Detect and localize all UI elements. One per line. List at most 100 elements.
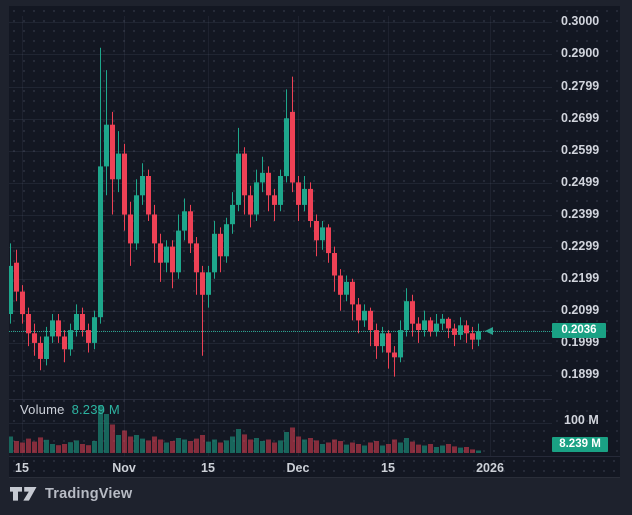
time-scale[interactable]: 15 Nov 15 Dec 15 2026 [9,456,620,478]
volume-bar [428,444,433,453]
volume-bar [242,434,247,453]
candle-body [86,330,91,343]
candle-body [50,320,55,337]
candle-body [182,211,187,231]
volume-bar [224,440,229,453]
horizontal-gridline [9,215,552,216]
volume-bar [9,436,13,453]
volume-legend: Volume 8.239 M [20,402,120,417]
candle-body [9,265,13,314]
candle-body [320,227,325,241]
price-axis-label: 0.2099 [561,303,600,317]
horizontal-gridline [9,151,552,152]
volume-scale-label: 100 M [564,413,599,427]
horizontal-gridline [9,343,552,344]
volume-bar [194,438,199,453]
candle-body [170,246,175,273]
pane-divider[interactable] [9,399,552,400]
candle-body [68,330,73,350]
volume-bar [416,444,421,453]
volume-gridline-100m [9,423,552,424]
volume-bar [320,444,325,453]
candle-body [368,310,373,331]
last-price-badge: 0.2036 [552,323,606,338]
volume-bar [344,444,349,453]
candle-body [32,333,37,343]
chart-widget[interactable]: Volume 8.239 M 0.2036 100 M 8.239 M 0.300… [9,6,620,478]
tradingview-logo-icon [10,486,37,501]
volume-bar [230,436,235,453]
candle-body [416,323,421,330]
volume-bar [284,432,289,453]
candle-body [452,328,457,335]
candle-body [404,301,409,331]
candle-body [152,214,157,244]
vertical-gridline [208,16,209,456]
volume-bar [50,444,55,453]
volume-bar [410,441,415,453]
price-axis-label: 0.2799 [561,79,600,93]
candle-body [392,352,397,358]
price-axis-label: 0.2499 [561,175,600,189]
volume-bar [206,441,211,453]
candle-body [224,224,229,257]
candle-body [314,221,319,241]
candle-body [284,118,289,177]
candle-body [212,233,217,273]
volume-bar [308,438,313,453]
volume-bar [458,447,463,453]
candle-body [80,314,85,330]
volume-bar [116,435,121,453]
candle-body [218,233,223,257]
candle-body [134,195,139,244]
candle-body [308,188,313,221]
horizontal-gridline [9,54,552,55]
volume-bar [368,442,373,453]
candle-body [428,320,433,332]
volume-bar [422,445,427,453]
candle-body [266,172,271,196]
candle-body [38,342,43,359]
candle-body [458,325,463,335]
candle-body [158,243,163,263]
price-scale[interactable]: 0.2036 100 M 8.239 M 0.3000 0.2900 0.2799 0… [552,6,620,456]
candle-body [356,304,361,321]
volume-bar [188,441,193,453]
candle-body [260,172,265,183]
volume-bar [476,450,481,453]
price-axis-label: 0.2599 [561,143,600,157]
candle-body [176,230,181,273]
volume-bar [338,441,343,453]
candle-body [470,333,475,340]
volume-bar [434,447,439,453]
volume-bar [110,424,115,453]
volume-bar [14,441,19,453]
price-axis-label: 0.2299 [561,239,600,253]
candle-body [362,310,367,321]
volume-bar [176,438,181,453]
tradingview-logo-link[interactable]: TradingView [10,483,132,505]
time-axis-label: 15 [201,461,215,475]
candle-body [56,320,61,337]
candle-body [278,176,283,205]
candle-body [62,336,67,350]
volume-bar [464,447,469,453]
candle-body [248,195,253,215]
volume-bar [140,438,145,453]
volume-bar [38,437,43,453]
candle-body [14,262,19,292]
candle-body [272,195,277,205]
volume-bar [236,429,241,453]
volume-bar [164,442,169,453]
candle-body [104,124,109,167]
volume-bar [20,442,25,453]
volume-bar [398,442,403,453]
volume-bar [68,442,73,453]
candle-body [446,318,451,329]
volume-bar [182,439,187,453]
horizontal-gridline [9,375,552,376]
candle-body [242,153,247,196]
volume-bar [296,436,301,453]
vertical-gridline [298,16,299,456]
